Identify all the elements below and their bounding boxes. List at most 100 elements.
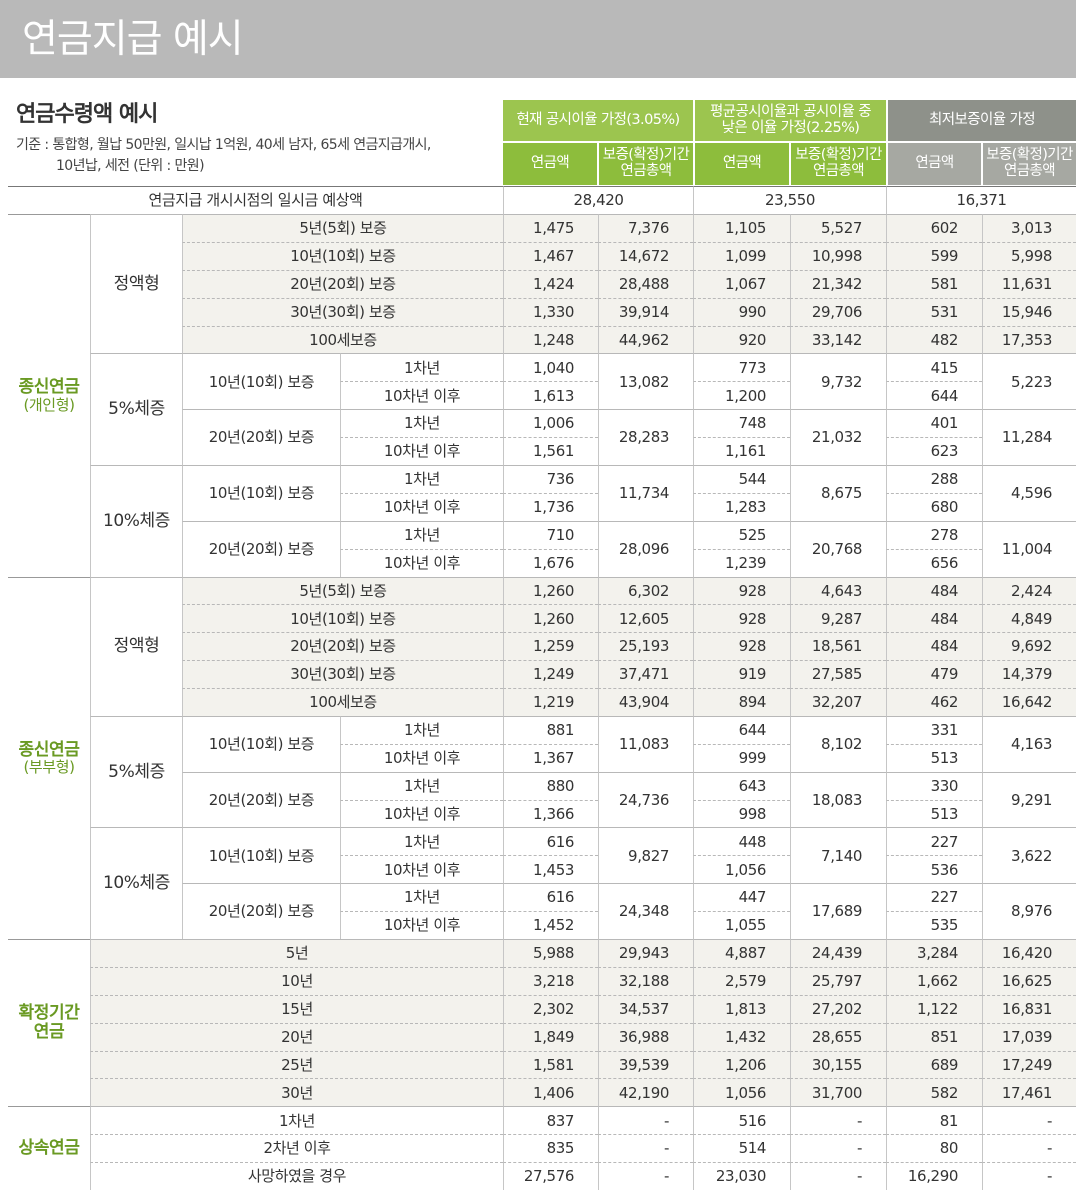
row-label: 100세보증 <box>182 325 503 354</box>
column-header: 연금액 <box>503 143 597 185</box>
value-cell: 1,467 <box>503 241 598 270</box>
amount-cell: 710 <box>503 520 598 549</box>
value-cell: 27,202 <box>790 994 886 1023</box>
period-label: 1차년 <box>340 715 503 744</box>
amount-cell: 999 <box>693 743 790 772</box>
amount-cell: 330 <box>886 771 982 800</box>
group-title: 상속연금 <box>18 1138 80 1159</box>
period-label: 10차년 이후 <box>340 548 503 577</box>
amount-cell: 644 <box>693 715 790 744</box>
total-cell: 17,689 <box>790 883 886 940</box>
total-cell: 9,827 <box>598 827 693 884</box>
value-cell: 16,290 <box>886 1162 982 1190</box>
value-cell: 18,561 <box>790 632 886 661</box>
period-label: 10차년 이후 <box>340 381 503 410</box>
value-cell: 34,537 <box>598 994 693 1023</box>
value-cell: 11,631 <box>982 269 1076 298</box>
kind-label: 정액형 <box>90 576 182 716</box>
amount-cell: 1,006 <box>503 409 598 438</box>
value-cell: 25,797 <box>790 966 886 995</box>
value-cell: 3,013 <box>982 214 1076 242</box>
kind-label: 10%체증 <box>90 464 182 577</box>
amount-cell: 1,561 <box>503 437 598 465</box>
period-label: 10차년 이후 <box>340 799 503 828</box>
row-label: 1차년 <box>90 1106 503 1135</box>
value-cell: 28,655 <box>790 1022 886 1051</box>
period-label: 10차년 이후 <box>340 437 503 465</box>
value-cell: 3,284 <box>886 939 982 967</box>
amount-cell: 643 <box>693 771 790 800</box>
amount-cell: 331 <box>886 715 982 744</box>
value-cell: 531 <box>886 297 982 326</box>
period-label: 1차년 <box>340 464 503 493</box>
value-cell: 80 <box>886 1134 982 1163</box>
amount-cell: 880 <box>503 771 598 800</box>
total-cell: 11,083 <box>598 715 693 772</box>
total-cell: 9,291 <box>982 771 1076 828</box>
amount-cell: 536 <box>886 855 982 884</box>
total-cell: 21,032 <box>790 409 886 465</box>
value-cell: 1,206 <box>693 1050 790 1079</box>
value-cell: 24,439 <box>790 939 886 967</box>
period-label: 10차년 이후 <box>340 743 503 772</box>
page-title: 연금지급 예시 <box>22 17 244 62</box>
amount-cell: 1,239 <box>693 548 790 577</box>
total-cell: 24,736 <box>598 771 693 828</box>
value-cell: 44,962 <box>598 325 693 354</box>
value-cell: 1,219 <box>503 688 598 716</box>
group-title: 확정기간 연금 <box>18 1003 80 1043</box>
value-cell: 27,576 <box>503 1162 598 1190</box>
group-label: 확정기간 연금 <box>8 939 90 1106</box>
value-cell: 689 <box>886 1050 982 1079</box>
amount-cell: 616 <box>503 883 598 912</box>
amount-cell: 1,367 <box>503 743 598 772</box>
value-cell: 36,988 <box>598 1022 693 1051</box>
value-cell: 1,260 <box>503 576 598 605</box>
amount-cell: 736 <box>503 464 598 493</box>
value-cell: 1,105 <box>693 214 790 242</box>
value-cell: 581 <box>886 269 982 298</box>
value-cell: - <box>790 1162 886 1190</box>
amount-cell: 616 <box>503 827 598 856</box>
value-cell: 1,260 <box>503 604 598 633</box>
value-cell: 928 <box>693 604 790 633</box>
lump-sum-value: 28,420 <box>503 186 693 214</box>
row-label: 25년 <box>90 1050 503 1079</box>
value-cell: 602 <box>886 214 982 242</box>
value-cell: 2,424 <box>982 576 1076 605</box>
amount-cell: 1,452 <box>503 911 598 940</box>
amount-cell: 1,676 <box>503 548 598 577</box>
value-cell: 32,188 <box>598 966 693 995</box>
amount-cell: 656 <box>886 548 982 577</box>
value-cell: 1,248 <box>503 325 598 354</box>
amount-cell: 680 <box>886 492 982 521</box>
row-label: 20년(20회) 보증 <box>182 269 503 298</box>
amount-cell: 1,283 <box>693 492 790 521</box>
value-cell: 37,471 <box>598 660 693 689</box>
total-cell: 11,284 <box>982 409 1076 465</box>
total-cell: 11,734 <box>598 464 693 521</box>
period-label: 1차년 <box>340 520 503 549</box>
value-cell: 42,190 <box>598 1078 693 1107</box>
amount-cell: 1,056 <box>693 855 790 884</box>
group-title: 종신연금 <box>18 739 80 760</box>
row-label: 30년 <box>90 1078 503 1107</box>
value-cell: 21,342 <box>790 269 886 298</box>
value-cell: 33,142 <box>790 325 886 354</box>
plan-label: 10년(10회) 보증 <box>182 715 340 772</box>
value-cell: - <box>982 1134 1076 1163</box>
value-cell: 1,330 <box>503 297 598 326</box>
lump-sum-label: 연금지급 개시시점의 일시금 예상액 <box>8 186 503 214</box>
amount-cell: 881 <box>503 715 598 744</box>
value-cell: 5,998 <box>982 241 1076 270</box>
column-header: 연금액 <box>695 143 789 185</box>
period-label: 1차년 <box>340 409 503 438</box>
value-cell: 81 <box>886 1106 982 1135</box>
amount-cell: 1,055 <box>693 911 790 940</box>
group-subtitle: (개인형) <box>23 395 75 414</box>
value-cell: 7,376 <box>598 214 693 242</box>
value-cell: 16,420 <box>982 939 1076 967</box>
value-cell: 1,475 <box>503 214 598 242</box>
value-cell: 14,379 <box>982 660 1076 689</box>
amount-cell: 544 <box>693 464 790 493</box>
